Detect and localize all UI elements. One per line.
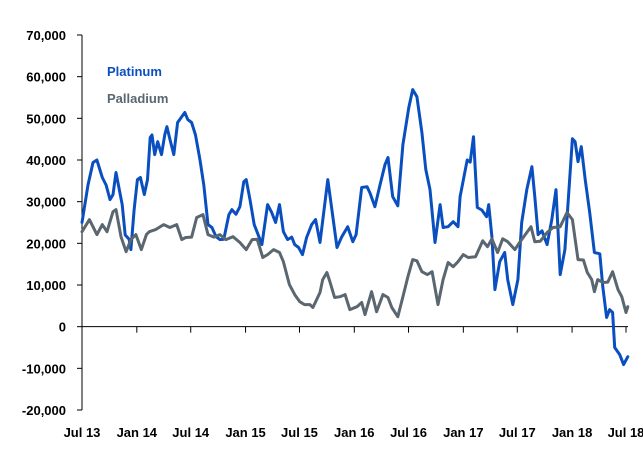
series-layer [80, 88, 630, 367]
x-tick-label: Jul 13 [64, 425, 101, 440]
y-tick-label: 50,000 [26, 111, 66, 126]
series-line-platinum [80, 88, 630, 367]
x-tick-label: Jul 16 [390, 425, 427, 440]
x-tick-label: Jan 14 [117, 425, 158, 440]
x-tick-label: Jul 18 [608, 425, 643, 440]
y-tick-label: 30,000 [26, 195, 66, 210]
series-line-palladium [80, 208, 630, 319]
x-axis: Jul 13 Jan 14 Jul 14 Jan 15 Jul 15 Jan 16 Jul … [64, 326, 643, 440]
x-tick-label: Jul 15 [281, 425, 318, 440]
legend: Platinum Palladium [107, 64, 168, 106]
y-tick-label: -20,000 [22, 403, 66, 418]
y-tick-label: -10,000 [22, 361, 66, 376]
y-tick-label: 40,000 [26, 153, 66, 168]
x-tick-label: Jan 15 [225, 425, 265, 440]
x-tick-label: Jan 18 [552, 425, 592, 440]
y-tick-label: 20,000 [26, 236, 66, 251]
y-tick-label: 60,000 [26, 70, 66, 85]
x-tick-label: Jul 14 [172, 425, 210, 440]
x-tick-label: Jan 16 [334, 425, 374, 440]
y-axis: -20,000 -10,000 0 10,000 20,000 30,000 40,000 5… [22, 28, 83, 418]
y-tick-label: 10,000 [26, 278, 66, 293]
legend-platinum: Platinum [107, 64, 162, 79]
y-tick-label: 70,000 [26, 28, 66, 43]
x-tick-label: Jan 17 [443, 425, 483, 440]
y-tick-label: 0 [59, 320, 66, 335]
x-tick-label: Jul 17 [499, 425, 536, 440]
legend-palladium: Palladium [107, 91, 168, 106]
